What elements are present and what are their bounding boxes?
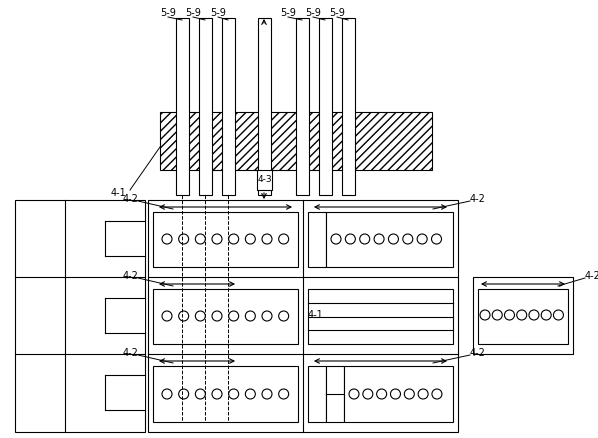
Text: 4-2: 4-2 (470, 194, 486, 204)
Bar (478, 289, 568, 344)
Text: 4-2: 4-2 (122, 348, 138, 358)
Bar (105, 221, 145, 256)
Text: 5-9: 5-9 (160, 8, 176, 18)
Text: 5-9: 5-9 (329, 8, 345, 18)
Bar (296, 18, 309, 195)
Bar (326, 212, 453, 267)
Text: 5-9: 5-9 (305, 8, 321, 18)
Bar (176, 18, 189, 195)
Bar (342, 18, 355, 195)
Text: 5-9: 5-9 (280, 8, 296, 18)
Text: 5-9: 5-9 (210, 8, 226, 18)
Text: 4-2: 4-2 (122, 271, 138, 281)
Bar (258, 18, 271, 195)
Text: 4-1: 4-1 (308, 310, 324, 320)
Bar (344, 366, 453, 422)
Text: 4-1: 4-1 (110, 188, 126, 198)
Bar (148, 200, 458, 432)
Bar (308, 366, 326, 422)
Bar (319, 18, 332, 195)
Text: 4-3: 4-3 (257, 176, 272, 184)
Bar (160, 112, 432, 170)
Bar (326, 366, 344, 422)
Text: 4-2: 4-2 (470, 348, 486, 358)
Bar (473, 277, 573, 354)
Bar (153, 289, 298, 344)
Bar (105, 375, 145, 410)
Bar (153, 366, 298, 422)
Text: 4-2: 4-2 (122, 194, 138, 204)
Bar (222, 18, 235, 195)
Bar (199, 18, 212, 195)
Bar (308, 212, 326, 267)
Bar (15, 200, 145, 432)
Text: 5-9: 5-9 (185, 8, 201, 18)
Bar (257, 170, 272, 190)
Bar (153, 212, 298, 267)
Bar (105, 298, 145, 333)
Text: 4-2: 4-2 (585, 271, 598, 281)
Bar (308, 289, 453, 344)
